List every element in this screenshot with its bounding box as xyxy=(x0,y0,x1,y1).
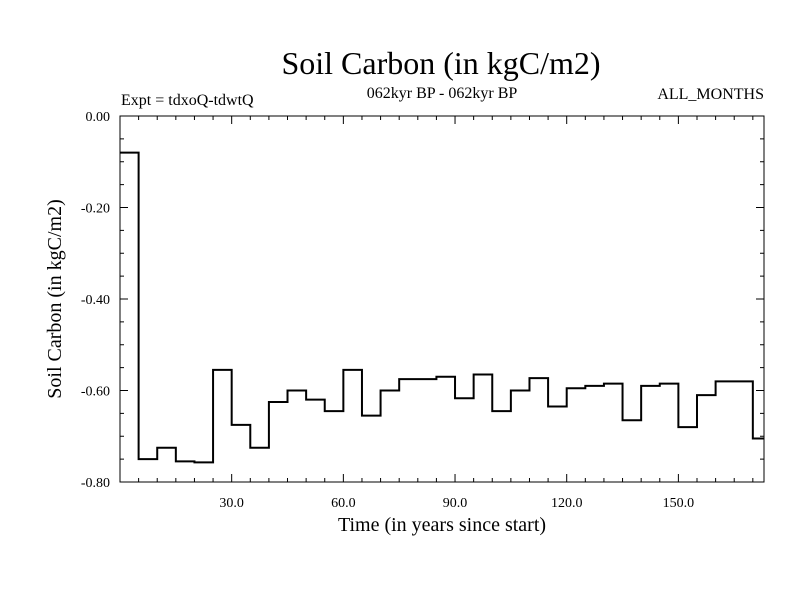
axis-ticks xyxy=(120,116,764,482)
soil-carbon-series-line xyxy=(120,151,764,464)
x-tick-label: 90.0 xyxy=(443,496,468,511)
period-label: 062kyr BP - 062kyr BP xyxy=(367,85,518,102)
plot-frame xyxy=(119,115,765,483)
months-label: ALL_MONTHS xyxy=(657,86,764,103)
x-tick-label: 30.0 xyxy=(219,496,244,511)
y-axis-label: Soil Carbon (in kgC/m2) xyxy=(44,199,66,398)
y-tick-label: -0.60 xyxy=(81,385,110,400)
y-tick-label: 0.00 xyxy=(86,110,111,125)
y-tick-label: -0.80 xyxy=(81,476,110,491)
y-tick-label: -0.20 xyxy=(81,202,110,217)
x-tick-label: 120.0 xyxy=(551,496,583,511)
experiment-label: Expt = tdxoQ-tdwtQ xyxy=(121,92,254,109)
x-tick-label: 60.0 xyxy=(331,496,356,511)
x-axis-label: Time (in years since start) xyxy=(338,514,546,536)
chart-title: Soil Carbon (in kgC/m2) xyxy=(281,45,600,81)
y-tick-label: -0.40 xyxy=(81,293,110,308)
axis-tick-labels: 30.0 60.0 90.0 120.0 150.0 0.00 -0.20 -0.40 -0.6… xyxy=(81,110,694,511)
x-tick-label: 150.0 xyxy=(663,496,695,511)
